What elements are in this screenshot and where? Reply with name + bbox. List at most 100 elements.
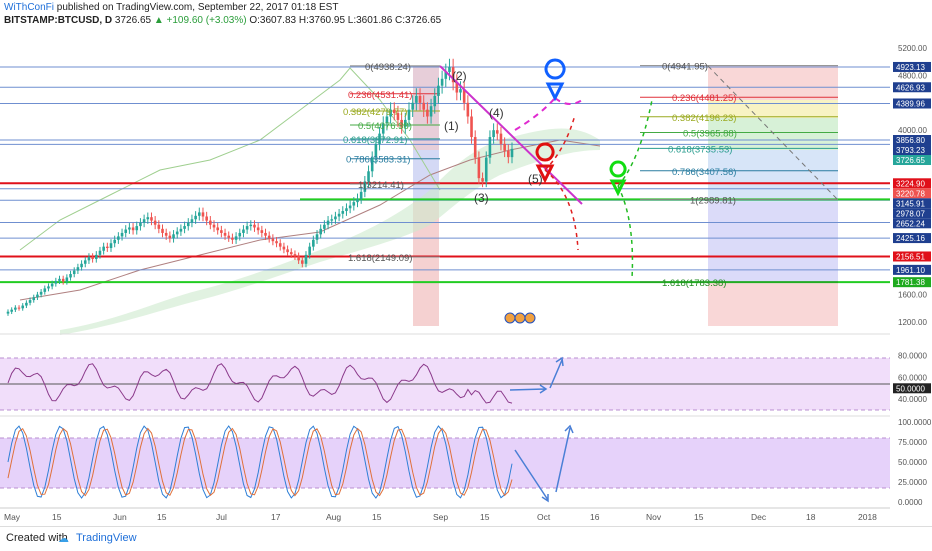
price-label-text: 3793.23 bbox=[896, 146, 925, 155]
time-tick: 15 bbox=[52, 512, 62, 522]
candle-body bbox=[267, 235, 271, 239]
candle-body bbox=[466, 102, 470, 117]
candle bbox=[209, 216, 212, 230]
chart-canvas[interactable]: 0(4938.24) 0.236(4531.41) 0.382(4279.77) 0.… bbox=[0, 0, 932, 526]
candle bbox=[326, 216, 330, 230]
elliott-wave-labels: (1) (2) (3) (4) (5) bbox=[444, 69, 543, 205]
price-label: 2978.07 bbox=[893, 208, 931, 219]
candle-body bbox=[14, 307, 17, 310]
candle bbox=[367, 165, 370, 188]
tradingview-brand[interactable]: TradingView bbox=[76, 532, 137, 544]
candle bbox=[183, 221, 186, 234]
price-label-text: 3224.90 bbox=[896, 179, 925, 188]
time-axis: May 15 Jun 15 Jul 17 Aug 15 Sep 15 Oct 16 Nov 15 Dec 18… bbox=[4, 512, 877, 522]
candle bbox=[61, 275, 65, 285]
fib-label-left: 1(3214.41) bbox=[358, 180, 404, 191]
price-label: 4923.13 bbox=[893, 61, 931, 72]
wave-label: (5) bbox=[528, 172, 543, 186]
candle-body bbox=[392, 109, 396, 114]
candle bbox=[484, 151, 488, 188]
candle bbox=[348, 200, 352, 214]
candle bbox=[106, 242, 109, 252]
rsi-tick: 60.0000 bbox=[898, 373, 927, 382]
candle-body bbox=[10, 309, 13, 312]
candle-body bbox=[256, 227, 260, 231]
wave-label: (1) bbox=[444, 119, 459, 133]
projection-magenta-up bbox=[514, 97, 556, 131]
candle-body bbox=[334, 216, 337, 220]
candle-body bbox=[473, 137, 477, 158]
candle bbox=[495, 123, 499, 141]
price-label-box bbox=[893, 277, 931, 288]
ichimoku-cloud bbox=[60, 128, 600, 335]
candle-body bbox=[378, 133, 381, 144]
candle-body bbox=[345, 208, 348, 212]
price-tick: 4000.00 bbox=[898, 126, 927, 135]
candle bbox=[407, 102, 411, 128]
projection-red-down bbox=[544, 169, 579, 251]
candle-body bbox=[197, 212, 201, 216]
candle bbox=[131, 223, 135, 235]
candle bbox=[186, 218, 190, 231]
author-link[interactable]: WiThConFi bbox=[4, 2, 55, 13]
time-tick: Oct bbox=[537, 512, 551, 522]
candle bbox=[503, 137, 506, 158]
candle bbox=[28, 297, 32, 306]
candle-body bbox=[139, 222, 142, 227]
candle bbox=[477, 151, 481, 184]
candle-body bbox=[484, 157, 488, 182]
fib-label-left: 0(4938.24) bbox=[365, 62, 411, 73]
candle-body bbox=[124, 229, 128, 233]
created-with-text: Created with bbox=[6, 532, 68, 544]
candle bbox=[466, 95, 470, 124]
candle-body bbox=[183, 226, 186, 229]
price-label-text: 3726.65 bbox=[896, 156, 925, 165]
candle-body bbox=[205, 216, 208, 221]
candle bbox=[117, 232, 120, 244]
candle-body bbox=[179, 228, 183, 232]
price-label-box bbox=[893, 135, 931, 146]
horizontal-levels bbox=[0, 65, 890, 284]
candle-body bbox=[102, 246, 105, 251]
price-label: 1781.38 bbox=[893, 277, 931, 288]
candle bbox=[433, 88, 437, 114]
candle-body bbox=[304, 254, 308, 264]
candle bbox=[470, 109, 473, 144]
candle bbox=[65, 274, 69, 285]
rsi-current-label: 50.0000 bbox=[896, 384, 925, 393]
candle-body bbox=[220, 230, 223, 233]
fib-labels-left: 0(4938.24) 0.236(4531.41) 0.382(4279.77) 0.… bbox=[343, 62, 412, 264]
candle bbox=[264, 228, 267, 240]
candle-body bbox=[396, 113, 400, 120]
candle-body bbox=[495, 130, 499, 134]
candle bbox=[54, 277, 58, 287]
price-label-text: 1961.10 bbox=[896, 266, 925, 275]
candle-body bbox=[72, 270, 76, 275]
candle bbox=[201, 207, 205, 222]
candle-body bbox=[80, 263, 83, 268]
candle bbox=[481, 172, 484, 188]
candle-body bbox=[367, 171, 370, 182]
last-price: 3726.65 bbox=[114, 15, 152, 26]
price-label: 3224.90 bbox=[893, 178, 931, 189]
candle-body bbox=[32, 297, 36, 301]
candle-body bbox=[293, 254, 297, 257]
candle bbox=[120, 228, 124, 241]
candle bbox=[69, 270, 72, 281]
candle bbox=[139, 218, 142, 231]
fib-label-right: 0.236(4481.25) bbox=[672, 93, 736, 104]
candle bbox=[128, 223, 131, 234]
candle bbox=[14, 305, 17, 313]
marker-green-icon bbox=[609, 160, 627, 197]
candle bbox=[459, 81, 462, 101]
time-tick: 2018 bbox=[858, 512, 877, 522]
candle bbox=[58, 275, 61, 284]
candle bbox=[278, 239, 282, 251]
candle bbox=[455, 74, 459, 101]
candle-body bbox=[374, 143, 378, 158]
fib-labels-right: 0(4941.95) 0.236(4481.25) 0.382(4196.23) 0.… bbox=[662, 62, 737, 289]
fib-label-left: 0.618(3872.91) bbox=[343, 135, 407, 146]
candle bbox=[157, 220, 161, 234]
time-tick: Nov bbox=[646, 512, 662, 522]
right-fib-trend bbox=[707, 65, 839, 201]
